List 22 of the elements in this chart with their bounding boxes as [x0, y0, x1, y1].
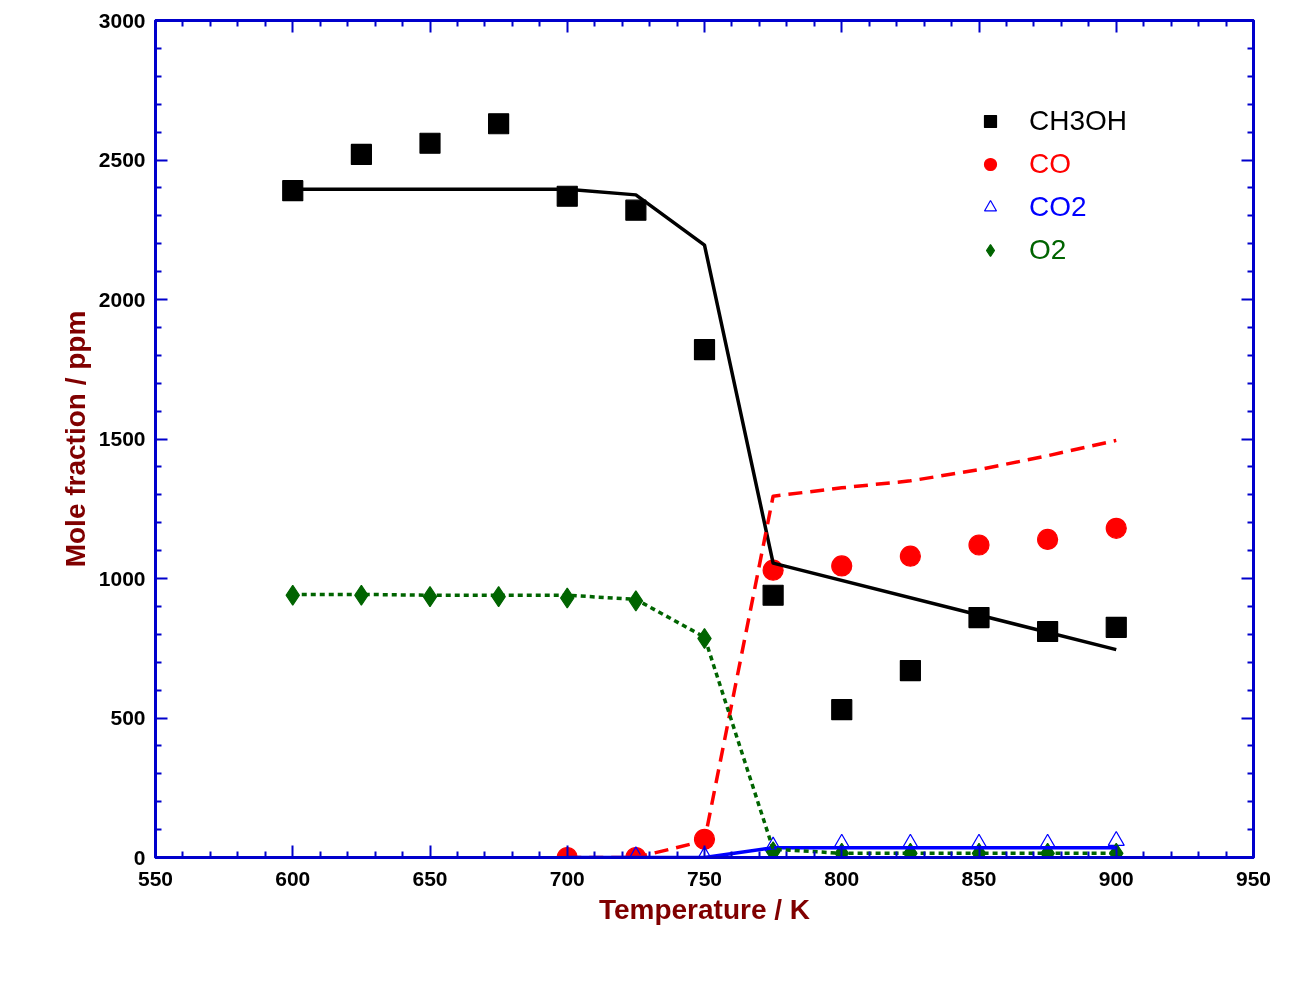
y-tick-label: 500 — [110, 706, 146, 729]
legend-label: CO — [1029, 148, 1071, 180]
legend-label: CO2 — [1029, 191, 1087, 223]
x-tick-label: 850 — [961, 866, 997, 890]
legend-label: O2 — [1029, 234, 1067, 266]
x-tick-label: 650 — [412, 866, 448, 890]
x-tick-label: 700 — [549, 866, 585, 890]
x-tick-label: 800 — [824, 866, 860, 890]
y-tick-label: 2500 — [98, 148, 146, 171]
legend-label: CH3OH — [1029, 105, 1128, 137]
x-tick-label: 950 — [1235, 866, 1272, 890]
y-tick-label: 1500 — [98, 427, 146, 450]
x-tick-label: 600 — [275, 866, 311, 890]
y-tick-label: 0 — [133, 845, 146, 869]
y-tick-label: 2000 — [98, 287, 146, 311]
x-axis-title: Temperature / K — [598, 893, 811, 925]
x-tick-label: 900 — [1098, 866, 1134, 890]
x-tick-label: 550 — [137, 866, 174, 890]
x-tick-label: 750 — [686, 866, 723, 890]
y-axis-title: Mole fraction / ppm — [59, 310, 91, 568]
y-tick-label: 1000 — [98, 566, 146, 590]
y-tick-label: 3000 — [98, 8, 146, 32]
